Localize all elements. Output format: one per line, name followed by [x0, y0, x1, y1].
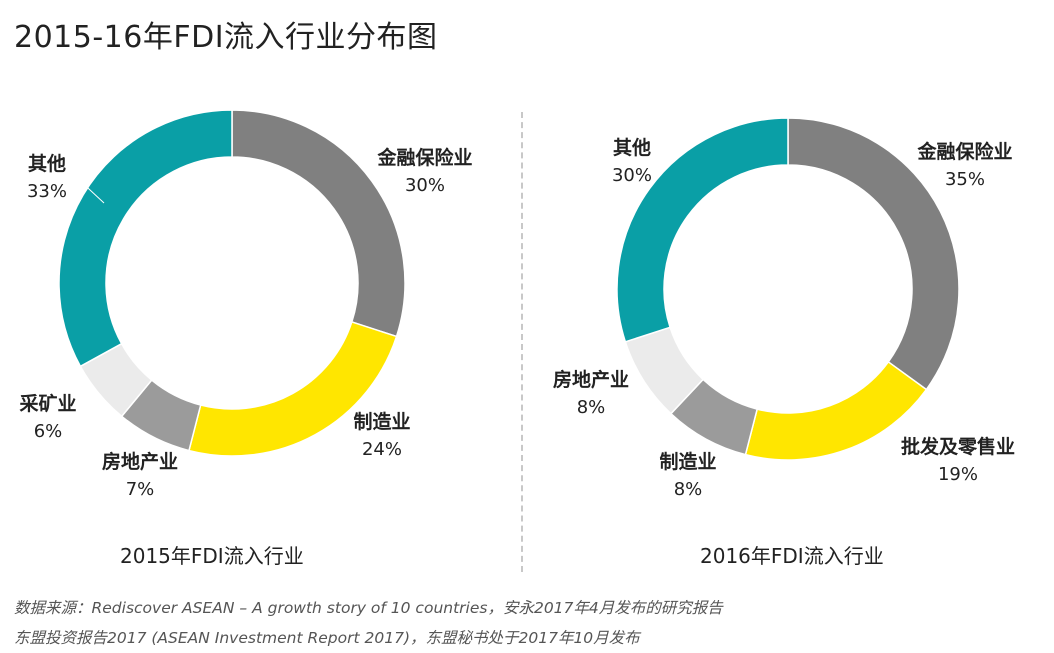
donut-0-slice-0	[231, 109, 406, 338]
donut-1-slice-4	[616, 117, 789, 343]
donut-0-slice-4-name: 其他	[28, 152, 66, 175]
donut-0-slice-2-name: 房地产业	[102, 450, 178, 473]
page-title: 2015-16年FDI流入行业分布图	[14, 20, 438, 55]
donut-1-slice-3-name: 房地产业	[553, 368, 629, 391]
source-note-line-2: 东盟投资报告2017 (ASEAN Investment Report 2017…	[14, 629, 640, 647]
donut-0-slice-4-value: 33%	[27, 181, 67, 202]
donut-0-leader-line	[74, 175, 105, 204]
donut-0-slice-3-value: 6%	[34, 421, 63, 442]
donut-0-slice-1-value: 24%	[362, 439, 402, 460]
donut-1-slice-4-value: 30%	[612, 165, 652, 186]
donut-1-slice-0	[787, 117, 960, 391]
donut-0-slice-4	[58, 109, 233, 368]
donut-0-slice-2-value: 7%	[126, 479, 155, 500]
chart-divider	[521, 112, 523, 572]
donut-0-slice-1	[188, 320, 398, 457]
donut-1-slice-1-name: 批发及零售业	[901, 435, 1015, 458]
chart-2015-subtitle: 2015年FDI流入行业	[120, 544, 304, 568]
donut-1-slice-3-value: 8%	[577, 397, 606, 418]
chart-2016-subtitle: 2016年FDI流入行业	[700, 544, 884, 568]
donut-1-slice-1	[744, 360, 928, 461]
donut-1-slice-2-value: 8%	[674, 479, 703, 500]
source-note-line-1: 数据来源：Rediscover ASEAN – A growth story o…	[14, 599, 723, 617]
donut-1-slice-0-name: 金融保险业	[916, 140, 1012, 163]
donut-0-slice-0-name: 金融保险业	[376, 146, 472, 169]
donut-1-slice-0-value: 35%	[945, 169, 985, 190]
donut-1-slice-4-name: 其他	[613, 136, 651, 159]
donut-0-slice-0-value: 30%	[405, 175, 445, 196]
donut-0-slice-1-name: 制造业	[353, 410, 410, 433]
donut-1-slice-1-value: 19%	[938, 464, 978, 485]
donut-1-slice-2-name: 制造业	[659, 450, 716, 473]
donut-0-slice-3-name: 采矿业	[19, 392, 76, 415]
